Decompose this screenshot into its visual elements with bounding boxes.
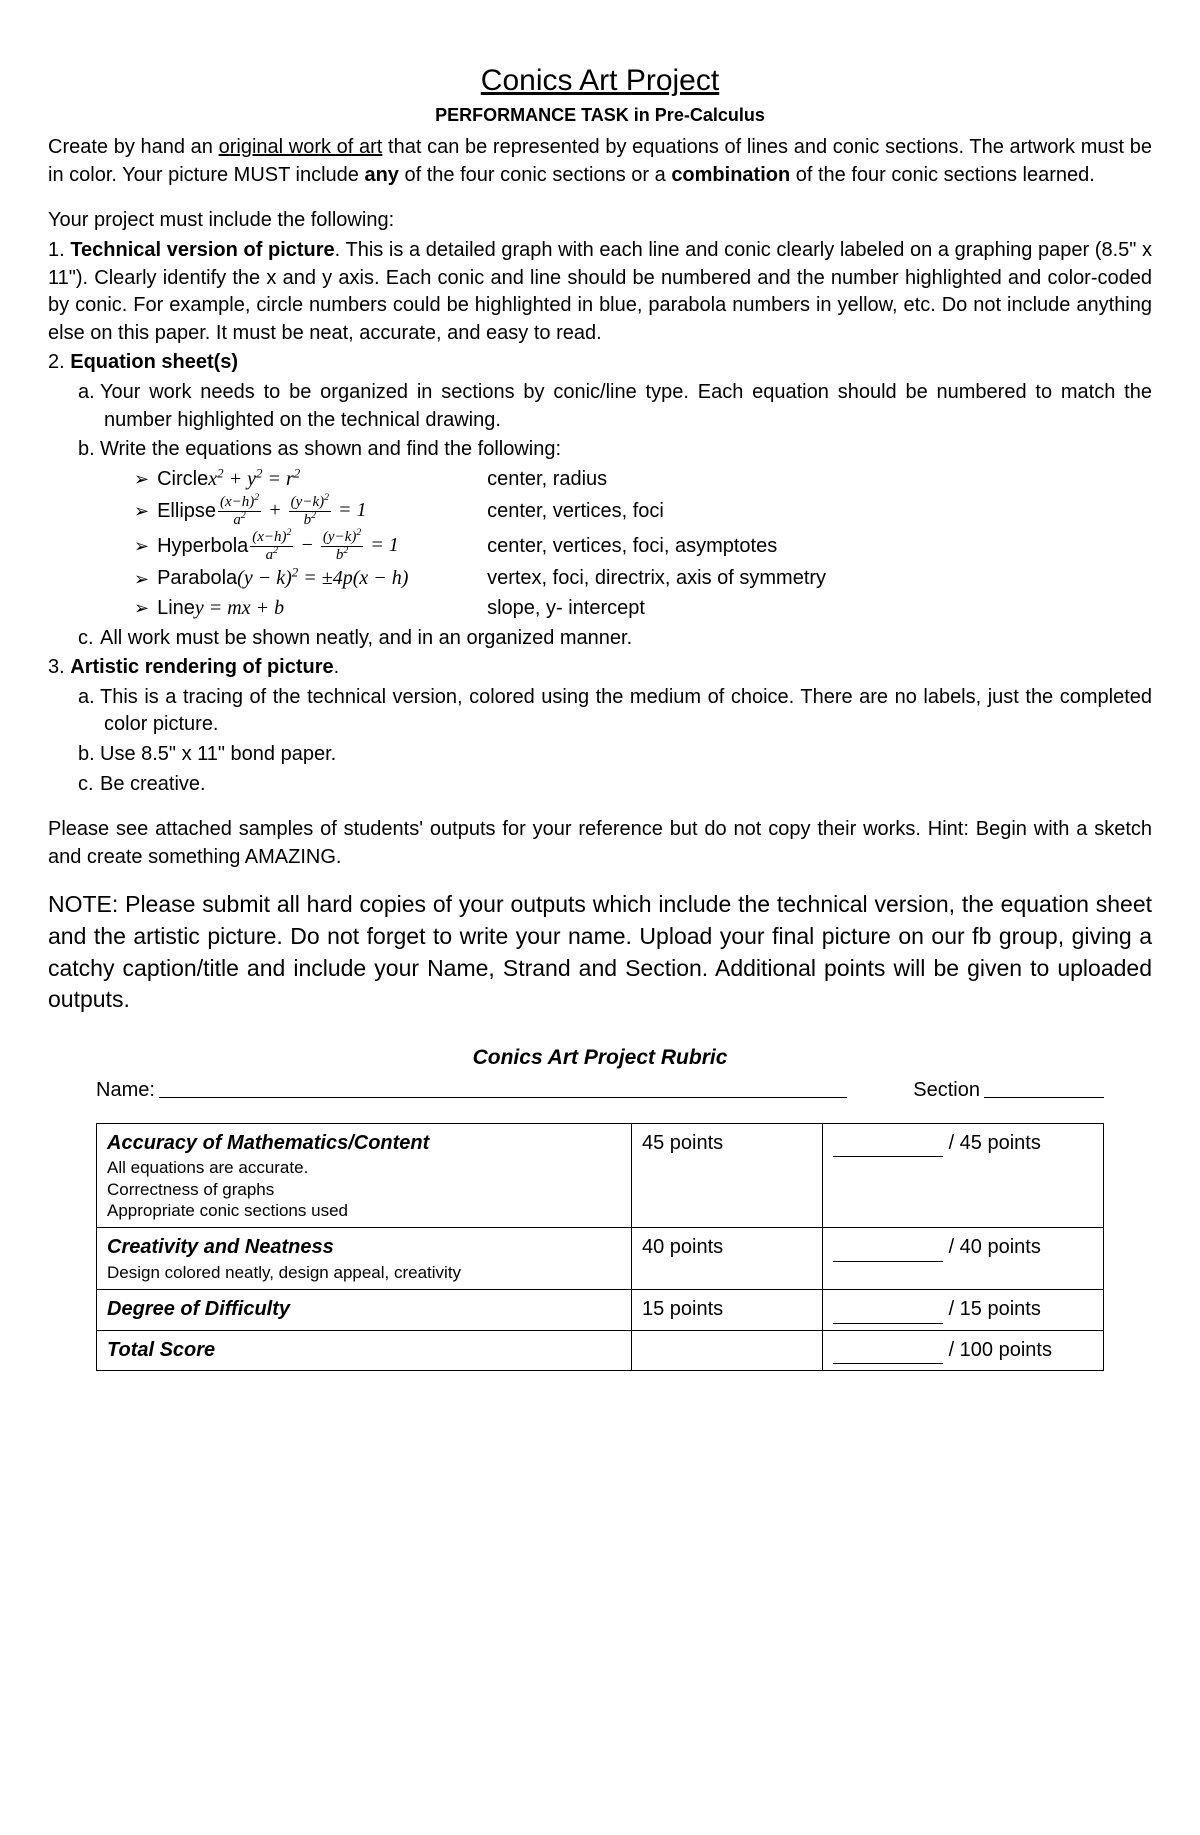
text: original work of art bbox=[219, 136, 383, 158]
text: 1. bbox=[48, 239, 70, 261]
text: of the four conic sections learned. bbox=[790, 164, 1095, 186]
requirement-2: 2. Equation sheet(s) bbox=[48, 349, 1152, 377]
points-cell bbox=[632, 1330, 823, 1371]
intro-paragraph: Create by hand an original work of art t… bbox=[48, 134, 1152, 189]
eq-parabola: ➢ Parabola (y − k)2 = ±4p(x − h) vertex,… bbox=[134, 565, 1152, 593]
requirement-2a: a.Your work needs to be organized in sec… bbox=[104, 379, 1152, 434]
criterion-title: Degree of Difficulty bbox=[107, 1296, 621, 1324]
criterion-title: Total Score bbox=[107, 1337, 621, 1365]
score-blank[interactable] bbox=[833, 1243, 943, 1262]
page-title: Conics Art Project bbox=[48, 60, 1152, 101]
criterion-title: Creativity and Neatness bbox=[107, 1234, 621, 1262]
text: any bbox=[364, 164, 398, 186]
eq-hyperbola: ➢ Hyperbola (x−h)2a2 − (y−k)2b2 = 1 cent… bbox=[134, 530, 1152, 563]
text: slope, y- intercept bbox=[487, 595, 645, 623]
rubric-table: Accuracy of Mathematics/Content All equa… bbox=[96, 1123, 1104, 1371]
eq-ellipse: ➢ Ellipse (x−h)2a2 + (y−k)2b2 = 1 center… bbox=[134, 495, 1152, 528]
score-blank[interactable] bbox=[833, 1305, 943, 1324]
score-blank[interactable] bbox=[833, 1138, 943, 1157]
table-row: Creativity and Neatness Design colored n… bbox=[97, 1228, 1104, 1290]
table-row: Degree of Difficulty 15 points / 15 poin… bbox=[97, 1289, 1104, 1330]
points-cell: 40 points bbox=[632, 1228, 823, 1290]
requirement-3: 3. Artistic rendering of picture. bbox=[48, 654, 1152, 682]
bullet-icon: ➢ bbox=[134, 499, 149, 524]
requirement-3a: a.This is a tracing of the technical ver… bbox=[104, 684, 1152, 739]
text: center, radius bbox=[487, 466, 607, 494]
text: Write the equations as shown and find th… bbox=[100, 438, 561, 460]
points-cell: 15 points bbox=[632, 1289, 823, 1330]
requirement-1: 1. Technical version of picture. This is… bbox=[48, 237, 1152, 347]
score-cell: / 40 points bbox=[823, 1228, 1104, 1290]
text: Circle bbox=[157, 466, 208, 494]
criterion-title: Accuracy of Mathematics/Content bbox=[107, 1130, 621, 1158]
score-blank[interactable] bbox=[833, 1345, 943, 1364]
text: combination bbox=[671, 164, 790, 186]
eq-line: ➢ Line y = mx + b slope, y- intercept bbox=[134, 595, 1152, 623]
text: 3. bbox=[48, 656, 70, 678]
name-blank[interactable] bbox=[159, 1077, 847, 1098]
bullet-icon: ➢ bbox=[134, 467, 149, 492]
page-subtitle: PERFORMANCE TASK in Pre-Calculus bbox=[48, 103, 1152, 128]
text: . bbox=[334, 656, 340, 678]
text: of the four conic sections or a bbox=[399, 164, 671, 186]
text: center, vertices, foci bbox=[487, 498, 664, 526]
text: Line bbox=[157, 595, 195, 623]
section-blank[interactable] bbox=[984, 1077, 1104, 1098]
rubric-title: Conics Art Project Rubric bbox=[48, 1044, 1152, 1073]
score-cell: / 45 points bbox=[823, 1123, 1104, 1227]
criterion-desc: Design colored neatly, design appeal, cr… bbox=[107, 1262, 621, 1283]
bullet-icon: ➢ bbox=[134, 534, 149, 559]
requirements-intro: Your project must include the following: bbox=[48, 207, 1152, 235]
text: Equation sheet(s) bbox=[70, 351, 238, 373]
text: 2. bbox=[48, 351, 70, 373]
name-section-row: Name: Section bbox=[96, 1077, 1104, 1105]
text: center, vertices, foci, asymptotes bbox=[487, 533, 777, 561]
text: / 40 points bbox=[949, 1236, 1041, 1258]
points-cell: 45 points bbox=[632, 1123, 823, 1227]
text: Hyperbola bbox=[157, 533, 248, 561]
text: Artistic rendering of picture bbox=[70, 656, 333, 678]
bullet-icon: ➢ bbox=[134, 567, 149, 592]
requirement-3b: b.Use 8.5" x 11" bond paper. bbox=[104, 741, 1152, 769]
text: Parabola bbox=[157, 565, 237, 593]
bullet-icon: ➢ bbox=[134, 596, 149, 621]
equation-list: ➢ Circle x2 + y2 = r2 center, radius ➢ E… bbox=[48, 466, 1152, 623]
text: / 15 points bbox=[949, 1298, 1041, 1320]
text: Ellipse bbox=[157, 498, 216, 526]
samples-paragraph: Please see attached samples of students'… bbox=[48, 816, 1152, 871]
requirement-2b: b.Write the equations as shown and find … bbox=[104, 436, 1152, 464]
text: Use 8.5" x 11" bond paper. bbox=[100, 743, 336, 765]
text: This is a tracing of the technical versi… bbox=[100, 686, 1152, 736]
text: All work must be shown neatly, and in an… bbox=[100, 627, 632, 649]
text: vertex, foci, directrix, axis of symmetr… bbox=[487, 565, 826, 593]
table-row: Accuracy of Mathematics/Content All equa… bbox=[97, 1123, 1104, 1227]
text: Your work needs to be organized in secti… bbox=[100, 381, 1152, 431]
score-cell: / 100 points bbox=[823, 1330, 1104, 1371]
text: Create by hand an bbox=[48, 136, 219, 158]
requirement-2c: c.All work must be shown neatly, and in … bbox=[104, 625, 1152, 653]
table-row: Total Score / 100 points bbox=[97, 1330, 1104, 1371]
requirement-3c: c.Be creative. bbox=[104, 771, 1152, 799]
text: Technical version of picture bbox=[70, 239, 334, 261]
score-cell: / 15 points bbox=[823, 1289, 1104, 1330]
text: / 45 points bbox=[949, 1132, 1041, 1154]
text: Be creative. bbox=[100, 773, 206, 795]
eq-circle: ➢ Circle x2 + y2 = r2 center, radius bbox=[134, 466, 1152, 494]
criterion-desc: All equations are accurate.Correctness o… bbox=[107, 1157, 621, 1221]
name-label: Name: bbox=[96, 1077, 155, 1105]
text: / 100 points bbox=[949, 1339, 1052, 1361]
section-label: Section bbox=[913, 1077, 980, 1105]
note-paragraph: NOTE: Please submit all hard copies of y… bbox=[48, 889, 1152, 1016]
